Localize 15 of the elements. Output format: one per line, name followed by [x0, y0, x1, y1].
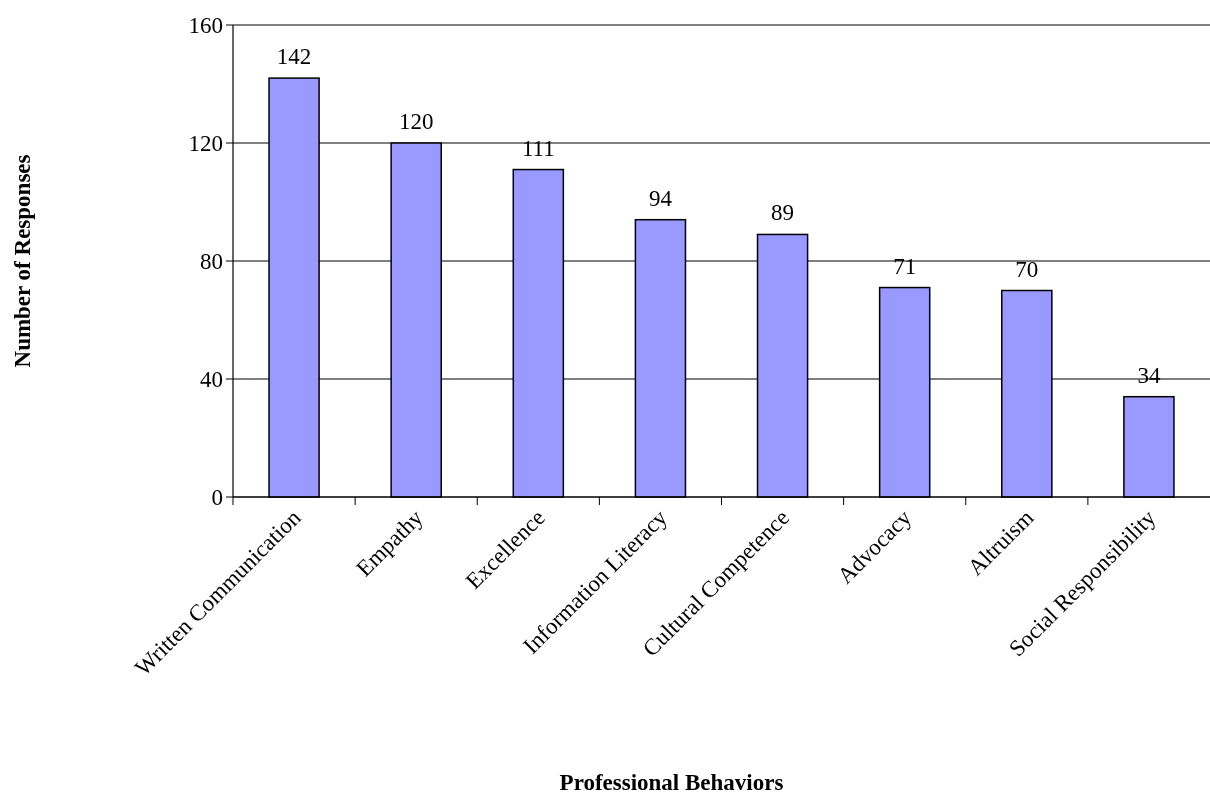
data-label: 120 — [398, 109, 434, 134]
y-tick-label: 40 — [200, 367, 223, 393]
data-label: 71 — [893, 253, 917, 279]
y-tick-label: 80 — [200, 249, 223, 275]
data-label: 70 — [1015, 256, 1039, 282]
y-tick-label: 160 — [188, 13, 223, 39]
data-label: 142 — [276, 44, 312, 70]
data-label: 34 — [1137, 362, 1161, 388]
data-label: 111 — [521, 135, 555, 161]
y-tick-label: 0 — [211, 485, 223, 511]
y-tick-label: 120 — [188, 131, 223, 157]
y-axis-title: Number of Responses — [10, 154, 35, 368]
data-label: 94 — [648, 185, 673, 211]
data-label: 89 — [771, 200, 795, 226]
x-axis-title: Professional Behaviors — [559, 770, 784, 795]
